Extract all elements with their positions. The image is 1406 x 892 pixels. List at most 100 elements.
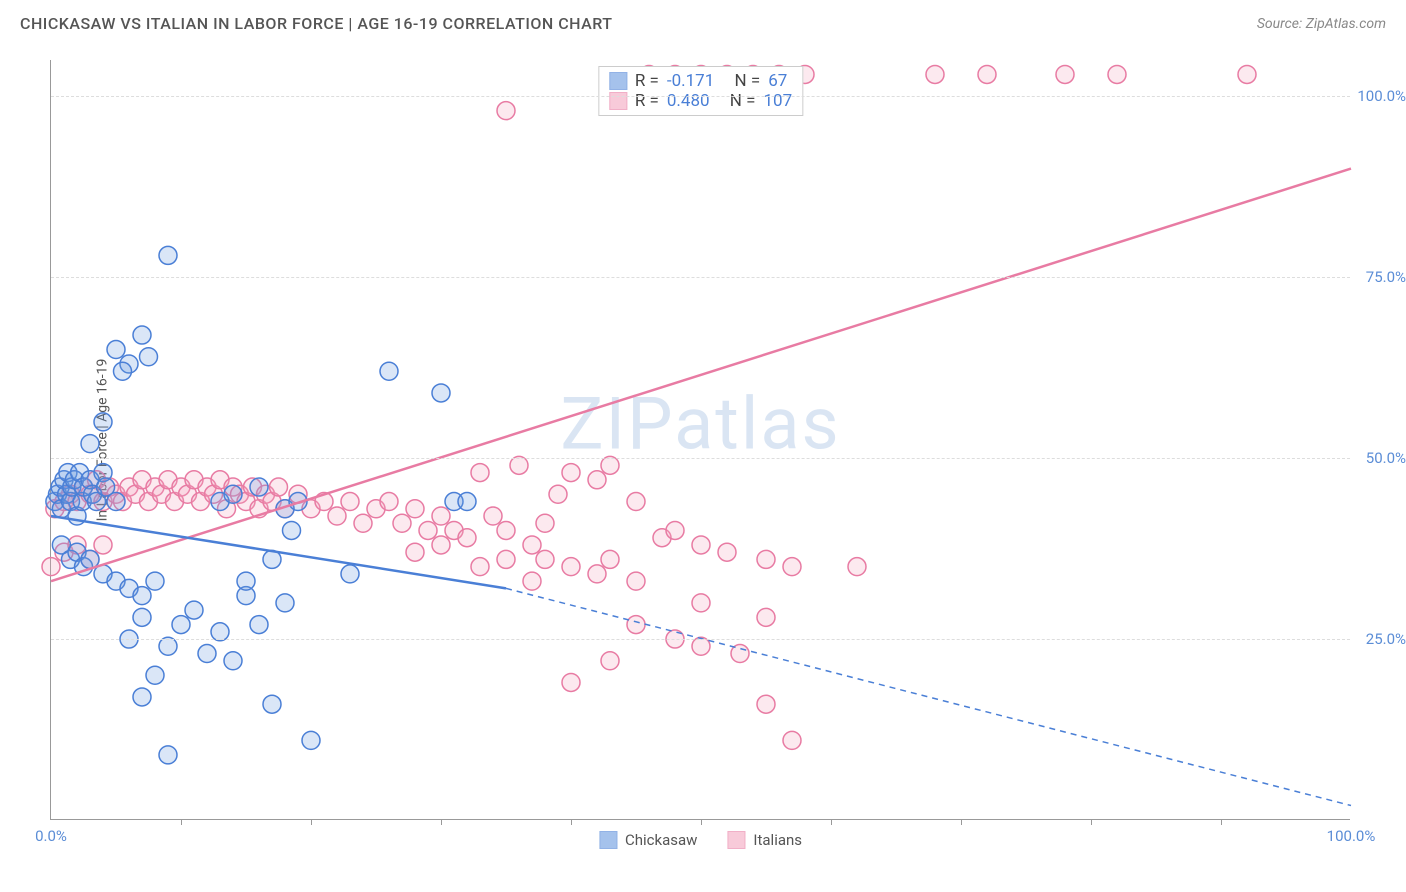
data-point-chickasaw [133,326,151,344]
data-point-chickasaw [250,616,268,634]
x-tick-mark [311,819,312,825]
stat-n-chickasaw: 67 [768,71,787,91]
gridline-h [51,639,1350,640]
data-point-italians [601,550,619,568]
data-point-italians [42,558,60,576]
legend-label-chickasaw: Chickasaw [625,831,697,849]
data-point-chickasaw [224,485,242,503]
data-point-italians [926,65,944,83]
x-tick-label: 100.0% [1327,827,1376,845]
data-point-chickasaw [159,746,177,764]
data-point-italians [270,478,288,496]
data-point-italians [406,543,424,561]
chart-title: CHICKASAW VS ITALIAN IN LABOR FORCE | AG… [20,14,613,33]
data-point-italians [978,65,996,83]
data-point-chickasaw [133,608,151,626]
x-tick-mark [831,819,832,825]
label-r: R = [635,91,659,111]
data-point-italians [601,652,619,670]
data-point-italians [562,673,580,691]
legend-swatch-chickasaw [599,831,617,849]
data-point-italians [692,594,710,612]
data-point-italians [757,608,775,626]
data-point-chickasaw [81,435,99,453]
data-point-italians [588,471,606,489]
data-point-chickasaw [159,246,177,264]
x-tick-mark [571,819,572,825]
correlation-stats-box: R = -0.171 N = 67 R = 0.480 N = 107 [598,66,803,116]
data-point-italians [692,536,710,554]
x-tick-mark [181,819,182,825]
x-tick-mark [441,819,442,825]
data-point-chickasaw [94,413,112,431]
data-point-italians [536,550,554,568]
data-point-chickasaw [146,572,164,590]
swatch-italians [609,92,627,110]
data-point-italians [432,507,450,525]
data-point-italians [536,514,554,532]
data-point-italians [458,529,476,547]
data-point-italians [523,572,541,590]
data-point-italians [471,558,489,576]
data-point-italians [1056,65,1074,83]
data-point-chickasaw [146,666,164,684]
data-point-italians [432,536,450,554]
data-point-chickasaw [380,362,398,380]
data-point-italians [419,521,437,539]
data-point-italians [588,565,606,583]
label-n: N = [730,91,756,111]
data-point-chickasaw [458,493,476,511]
data-point-chickasaw [114,362,132,380]
data-point-italians [848,558,866,576]
data-point-chickasaw [107,341,125,359]
trend-line-italians [51,169,1351,582]
data-point-italians [354,514,372,532]
y-tick-label: 100.0% [1357,87,1406,105]
stats-row-chickasaw: R = -0.171 N = 67 [609,71,792,91]
data-point-chickasaw [302,731,320,749]
data-point-italians [94,536,112,554]
data-point-italians [393,514,411,532]
data-point-italians [328,507,346,525]
data-point-italians [783,731,801,749]
y-tick-label: 25.0% [1366,630,1406,648]
gridline-h [51,96,1350,97]
legend-item-italians: Italians [727,831,802,849]
data-point-italians [471,464,489,482]
source-attribution: Source: ZipAtlas.com [1257,16,1386,32]
data-point-chickasaw [263,695,281,713]
stat-r-chickasaw: -0.171 [667,71,714,91]
stat-r-italians: 0.480 [667,91,710,111]
gridline-h [51,277,1350,278]
data-point-chickasaw [133,587,151,605]
data-point-italians [497,521,515,539]
data-point-chickasaw [107,493,125,511]
data-point-italians [666,521,684,539]
legend-swatch-italians [727,831,745,849]
data-point-chickasaw [341,565,359,583]
data-point-italians [627,616,645,634]
scatter-chart: In Labor Force | Age 16-19 ZIPatlas R = … [50,60,1350,820]
stat-n-italians: 107 [763,91,792,111]
data-point-italians [627,493,645,511]
data-point-italians [757,695,775,713]
data-point-italians [562,558,580,576]
y-tick-label: 75.0% [1366,268,1406,286]
x-tick-mark [1221,819,1222,825]
data-point-italians [484,507,502,525]
data-point-chickasaw [250,478,268,496]
gridline-h [51,458,1350,459]
data-point-chickasaw [140,348,158,366]
data-point-italians [341,493,359,511]
data-point-italians [718,543,736,561]
legend: Chickasaw Italians [599,831,802,849]
plot-svg [51,60,1350,819]
data-point-chickasaw [133,688,151,706]
data-point-chickasaw [432,384,450,402]
data-point-italians [497,550,515,568]
stats-row-italians: R = 0.480 N = 107 [609,91,792,111]
data-point-italians [406,500,424,518]
swatch-chickasaw [609,72,627,90]
legend-item-chickasaw: Chickasaw [599,831,697,849]
data-point-chickasaw [283,521,301,539]
